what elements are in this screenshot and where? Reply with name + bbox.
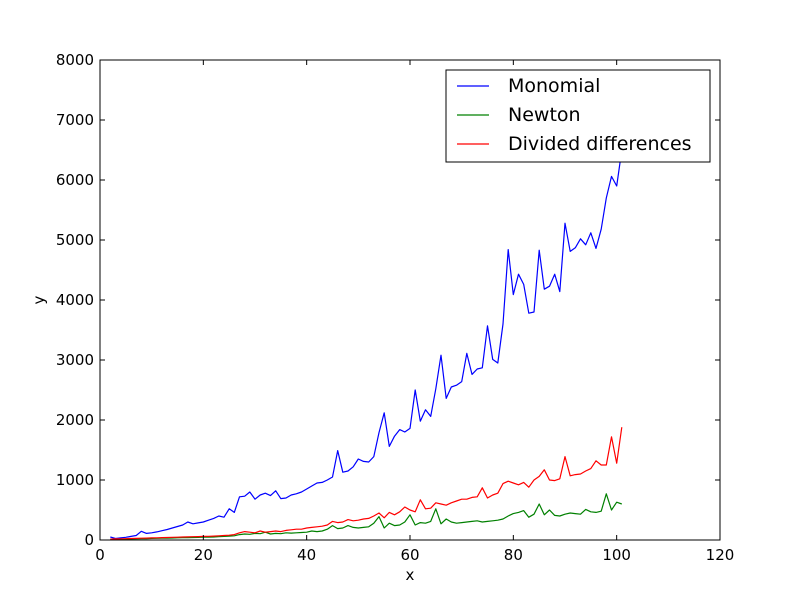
x-tick-label: 0 <box>95 546 105 564</box>
x-tick-label: 100 <box>602 546 631 564</box>
y-tick-label: 5000 <box>56 231 94 249</box>
y-tick-label: 4000 <box>56 291 94 309</box>
series-line-newton <box>110 493 622 540</box>
y-tick-label: 1000 <box>56 471 94 489</box>
legend-label-monomial: Monomial <box>508 75 600 97</box>
x-tick-label: 20 <box>194 546 213 564</box>
series-line-monomial <box>110 149 623 540</box>
x-axis: 0 20 40 60 80 100 120 <box>95 60 734 564</box>
legend: Monomial Newton Divided differences <box>445 69 711 163</box>
y-tick-label: 6000 <box>56 171 94 189</box>
y-axis-label: y <box>30 295 48 304</box>
x-tick-label: 60 <box>400 546 419 564</box>
legend-label-newton: Newton <box>508 104 581 126</box>
y-tick-label: 7000 <box>56 111 94 129</box>
y-tick-label: 8000 <box>56 51 94 69</box>
y-tick-label: 2000 <box>56 411 94 429</box>
x-tick-label: 80 <box>504 546 523 564</box>
series-layer <box>110 149 623 540</box>
y-tick-label: 3000 <box>56 351 94 369</box>
y-tick-label: 0 <box>84 531 94 549</box>
legend-label-divided-differences: Divided differences <box>508 133 692 155</box>
x-axis-label: x <box>406 566 415 584</box>
x-tick-label: 40 <box>297 546 316 564</box>
y-axis: 0 1000 2000 3000 4000 5000 6000 7000 8000 <box>56 51 720 549</box>
x-tick-label: 120 <box>706 546 735 564</box>
legend-box <box>445 69 711 163</box>
series-line-divided-differences <box>110 427 623 540</box>
